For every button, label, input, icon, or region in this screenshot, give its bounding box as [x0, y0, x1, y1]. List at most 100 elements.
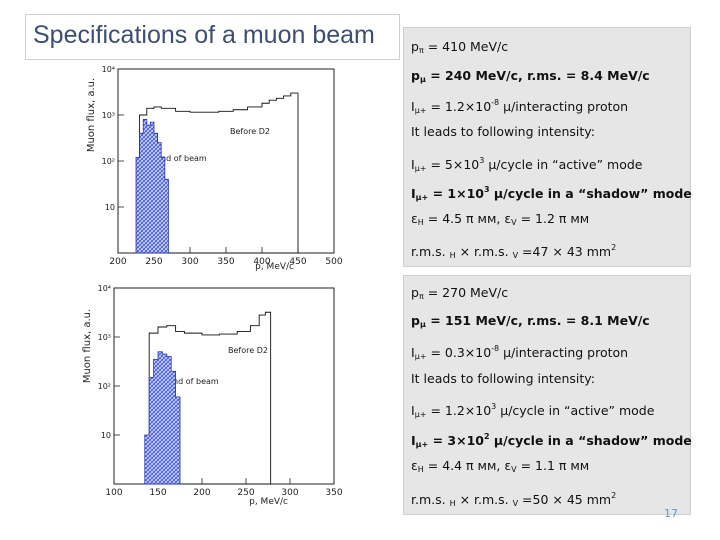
sub: V [512, 251, 519, 260]
unit: μ/cycle in “active” mode [496, 403, 655, 418]
sub: π [418, 292, 424, 301]
emittance: εH = 4.5 π мм, εV = 1.2 π мм [411, 212, 589, 230]
x-tick-label: 500 [325, 257, 342, 267]
muon-flux-plot-410: Muon flux, a.u. p, MeV/c Before D2 End o… [86, 65, 343, 271]
muon-flux-plot-270: Muon flux, a.u. p, MeV/c Before D2 End o… [82, 284, 343, 507]
muon-momentum: pμ = 151 MeV/c, r.ms. = 8.1 MeV/c [411, 314, 650, 332]
sym: I [411, 345, 415, 360]
sym: I [411, 186, 416, 201]
shadow-intensity: Iμ+ = 1×103 μ/cycle in a “shadow” mode [411, 183, 692, 205]
x-tick-label: 450 [289, 257, 306, 267]
sub: H [449, 251, 456, 260]
muon-yield: Iμ+ = 1.2×10-8 μ/interacting proton [411, 96, 628, 118]
sym: I [411, 403, 415, 418]
sym: p [411, 39, 419, 54]
muon-momentum: pμ = 240 MeV/c, r.ms. = 8.4 MeV/c [411, 69, 650, 87]
val: = 1.2×10 [426, 99, 492, 114]
unit: μ/cycle in “active” mode [484, 157, 643, 172]
val: = 4.4 π мм, ε [423, 458, 512, 473]
intensity-intro: It leads to following intensity: [411, 372, 595, 386]
sym: ε [411, 211, 418, 226]
x-tick-label: 250 [145, 257, 162, 267]
emittance: εH = 4.4 π мм, εV = 1.1 π мм [411, 459, 589, 477]
y-tick-label: 10 [105, 203, 115, 212]
y-tick-label: 10 [101, 431, 111, 440]
x-tick-label: 300 [281, 488, 298, 498]
val: = 151 MeV/c, r.ms. = 8.1 MeV/c [425, 313, 650, 328]
text: × r.m.s. [455, 492, 513, 507]
val: = 4.5 π мм, ε [423, 211, 512, 226]
x-tick-label: 200 [193, 488, 210, 498]
slide-title-box: Specifications of a muon beam [25, 14, 400, 60]
unit: μ/interacting proton [499, 345, 629, 360]
plot2-label-before: Before D2 [228, 346, 268, 355]
x-tick-label: 200 [109, 257, 126, 267]
active-intensity: Iμ+ = 5×103 μ/cycle in “active” mode [411, 154, 643, 176]
sub: μ+ [414, 106, 427, 115]
shadow-intensity: Iμ+ = 3×102 μ/cycle in a “shadow” mode [411, 430, 692, 452]
val: = 1.1 π мм [516, 458, 590, 473]
sym: I [411, 99, 415, 114]
text: It leads to following intensity: [411, 371, 595, 386]
val: = 1.2×10 [426, 403, 492, 418]
series-before-d2 [148, 311, 272, 485]
text: It leads to following intensity: [411, 124, 595, 139]
unit: μ/interacting proton [499, 99, 629, 114]
x-tick-label: 150 [149, 488, 166, 498]
val: = 1.2 π мм [516, 211, 590, 226]
intensity-intro: It leads to following intensity: [411, 125, 595, 139]
val: = 240 MeV/c, r.ms. = 8.4 MeV/c [425, 68, 650, 83]
beam-spec-panel-410: pπ = 410 MeV/c pμ = 240 MeV/c, r.ms. = 8… [403, 27, 692, 267]
x-tick-label: 400 [253, 257, 270, 267]
sub: V [511, 218, 517, 227]
plot1-xlabel: p, MeV/c [255, 262, 294, 271]
text: r.m.s. [411, 244, 450, 259]
exp: 3 [479, 156, 485, 165]
sym: ε [411, 458, 418, 473]
plot2-xlabel: p, MeV/c [249, 497, 288, 507]
val: = 5×10 [426, 157, 480, 172]
x-tick-label: 100 [105, 488, 122, 498]
val: = 0.3×10 [426, 345, 492, 360]
sym: I [411, 157, 415, 172]
val: =47 × 43 mm [518, 244, 612, 259]
x-tick-label: 300 [181, 257, 198, 267]
sub: V [512, 499, 519, 508]
x-tick-label: 350 [217, 257, 234, 267]
y-tick-label: 10³ [98, 333, 111, 342]
exp: -8 [491, 344, 500, 353]
y-tick-label: 10² [102, 157, 115, 166]
series-end-of-beam [135, 119, 169, 254]
active-intensity: Iμ+ = 1.2×103 μ/cycle in “active” mode [411, 400, 654, 422]
series-before-d2 [139, 92, 299, 254]
plot1-label-end: End of beam [156, 154, 207, 163]
y-tick-label: 10² [98, 382, 111, 391]
plot2-label-end: End of beam [168, 377, 219, 386]
sub: H [417, 218, 424, 227]
y-tick-label: 10³ [102, 111, 115, 120]
slide-title: Specifications of a muon beam [33, 21, 375, 49]
sub: μ+ [415, 440, 429, 449]
unit: μ/cycle in a “shadow” mode [489, 186, 692, 201]
plot2-ylabel: Muon flux, a.u. [82, 309, 93, 383]
val: = 270 MeV/c [423, 285, 509, 300]
sub: μ+ [415, 193, 429, 202]
sub: π [418, 46, 424, 55]
exp: 3 [491, 402, 497, 411]
muon-yield: Iμ+ = 0.3×10-8 μ/interacting proton [411, 342, 628, 364]
plot1-ylabel: Muon flux, a.u. [86, 78, 97, 152]
sym: I [411, 433, 416, 448]
sym: p [411, 285, 419, 300]
val: = 1×10 [428, 186, 484, 201]
sub: μ+ [414, 410, 427, 419]
y-tick-label: 10⁴ [98, 284, 111, 293]
pion-momentum: pπ = 410 MeV/c [411, 40, 508, 58]
pion-momentum: pπ = 270 MeV/c [411, 286, 508, 304]
beam-size: r.m.s. H × r.m.s. V =50 × 45 mm2 [411, 489, 616, 511]
sub: H [417, 465, 424, 474]
page-number: 17 [664, 507, 678, 520]
val: =50 × 45 mm [518, 492, 612, 507]
val: = 410 MeV/c [423, 39, 509, 54]
sub: μ [419, 75, 426, 84]
x-tick-label: 350 [325, 488, 342, 498]
